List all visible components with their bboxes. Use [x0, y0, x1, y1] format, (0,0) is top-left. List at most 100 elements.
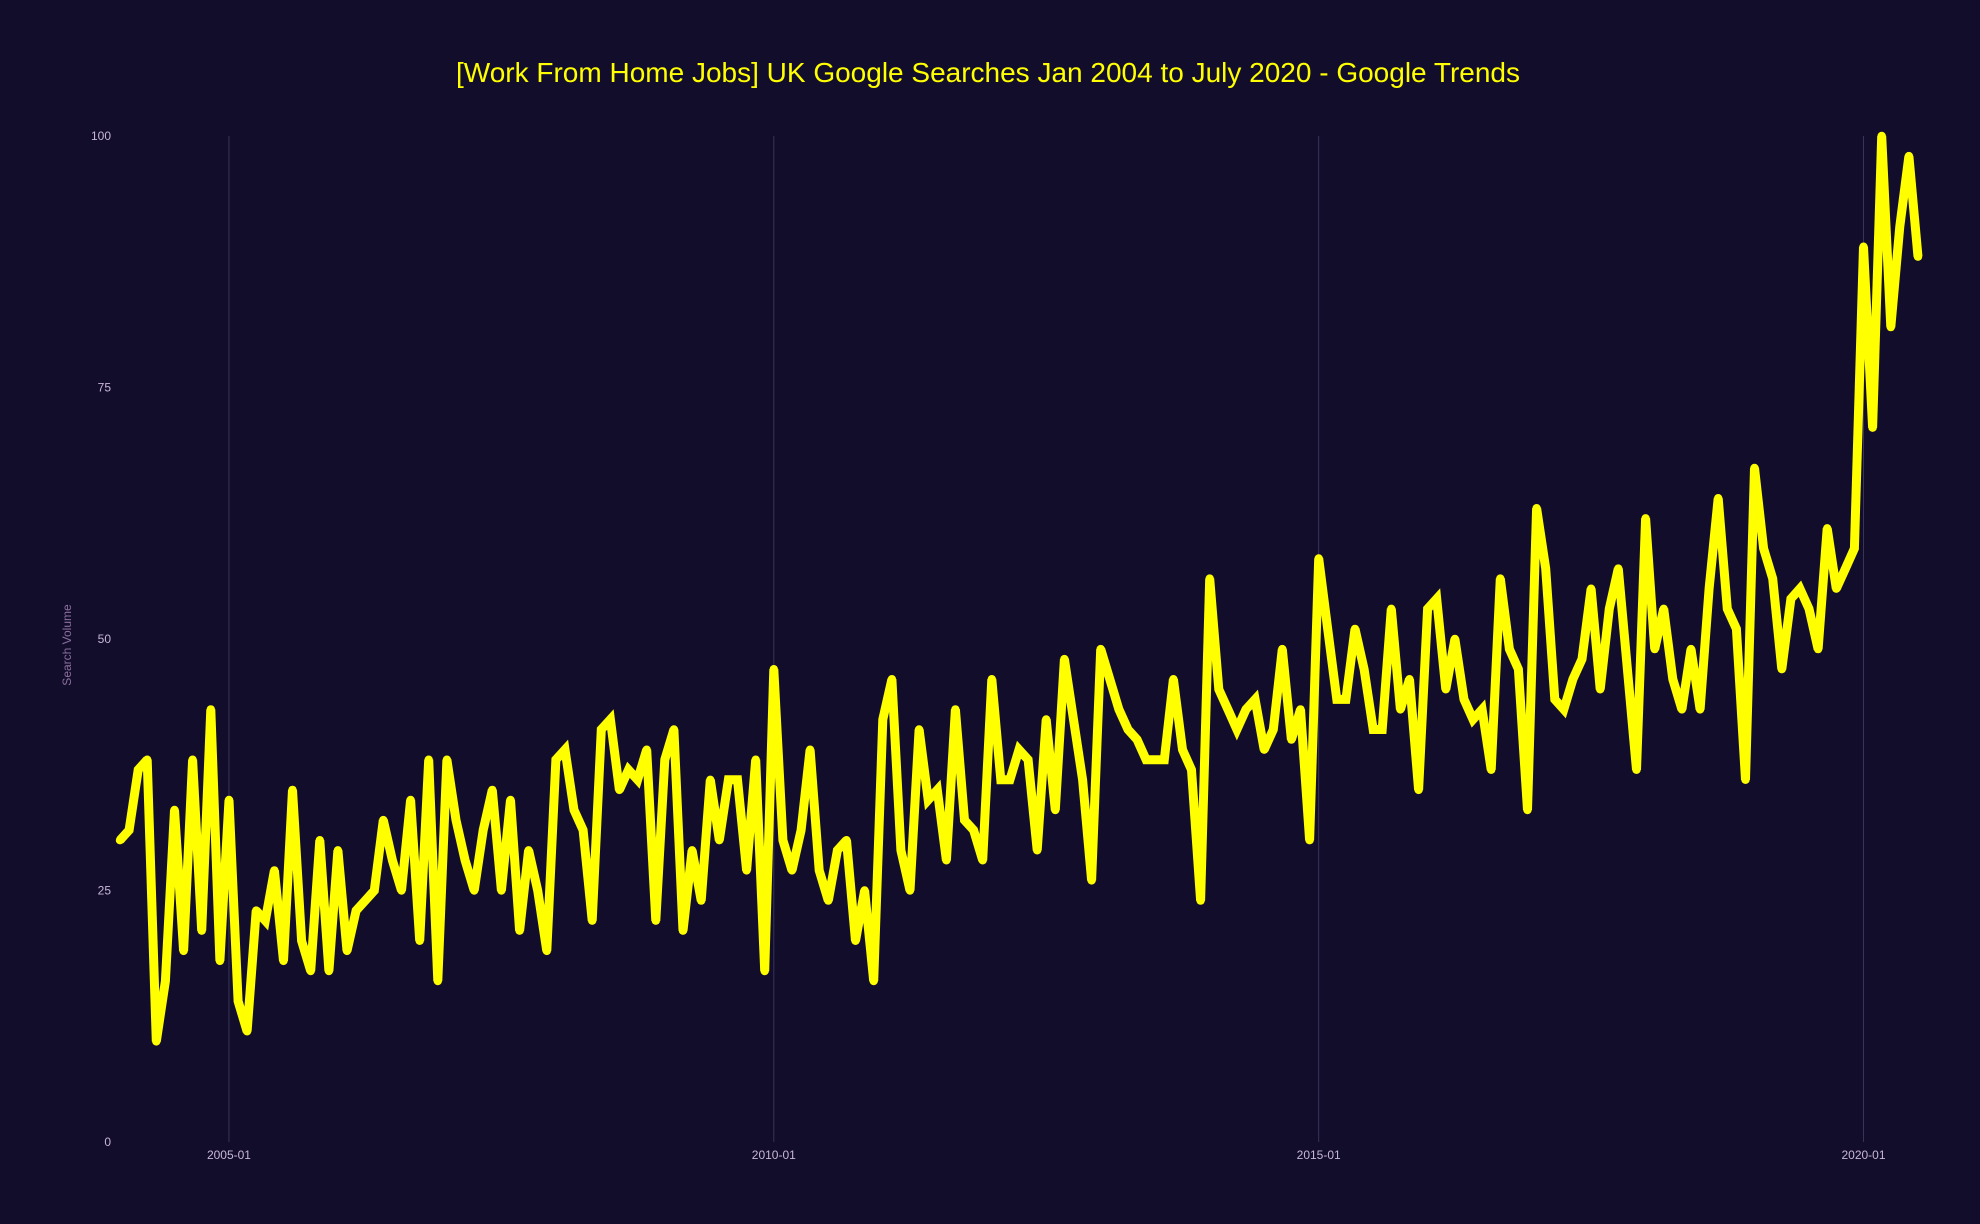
data-point	[1423, 604, 1432, 613]
data-point	[1514, 665, 1523, 674]
data-point	[551, 755, 561, 764]
data-point	[333, 846, 343, 855]
data-point	[796, 825, 806, 835]
data-point	[1214, 685, 1224, 694]
data-point	[515, 926, 524, 935]
data-point	[669, 725, 679, 734]
data-point	[1850, 544, 1859, 553]
data-point	[1795, 584, 1805, 593]
data-point	[1686, 644, 1696, 654]
data-point	[315, 836, 324, 845]
data-point	[179, 946, 188, 956]
data-point	[1586, 584, 1596, 593]
data-point	[1786, 594, 1796, 603]
data-point	[324, 966, 334, 976]
data-point	[279, 956, 288, 966]
data-point	[1496, 574, 1505, 583]
data-point	[1832, 584, 1841, 593]
data-point	[415, 936, 424, 945]
y-tick-label: 50	[98, 632, 112, 646]
data-point	[624, 765, 633, 774]
data-point	[733, 775, 742, 784]
data-point	[460, 856, 470, 865]
data-point	[351, 906, 361, 915]
data-point	[206, 705, 215, 714]
data-point	[379, 815, 388, 825]
data-point	[1459, 695, 1469, 704]
data-point	[424, 755, 433, 764]
data-point	[905, 886, 915, 895]
data-point	[1087, 876, 1096, 885]
data-point	[1023, 755, 1033, 764]
data-point	[1042, 715, 1051, 724]
data-point	[1014, 745, 1024, 754]
data-point	[451, 815, 461, 825]
data-point	[978, 856, 987, 865]
data-point	[578, 825, 588, 835]
data-point	[751, 755, 760, 764]
data-point	[1695, 705, 1705, 714]
data-point	[588, 916, 597, 925]
data-point	[1895, 222, 1905, 231]
data-point	[1541, 564, 1550, 573]
data-point	[1414, 785, 1423, 795]
data-point	[1123, 725, 1133, 734]
data-point	[1468, 715, 1478, 724]
data-point	[270, 866, 279, 875]
data-point	[805, 745, 815, 754]
data-point	[242, 1027, 252, 1036]
data-point	[606, 715, 615, 724]
data-point	[233, 997, 243, 1006]
data-point	[1823, 524, 1832, 533]
data-point	[342, 946, 352, 956]
data-point	[1387, 604, 1396, 613]
data-point	[815, 866, 824, 875]
data-point	[1450, 634, 1460, 644]
data-point	[497, 886, 506, 895]
data-point	[1868, 423, 1877, 432]
data-point	[124, 825, 134, 835]
data-point	[1605, 604, 1614, 613]
data-point	[1178, 745, 1187, 754]
data-point	[1741, 775, 1750, 784]
data-point	[1650, 644, 1659, 654]
data-point	[433, 976, 442, 986]
data-point	[697, 896, 706, 905]
data-point	[542, 946, 551, 956]
data-point	[161, 976, 170, 986]
data-point	[660, 755, 669, 764]
data-point	[1196, 896, 1205, 905]
data-point	[724, 775, 733, 784]
data-point	[1396, 705, 1405, 714]
data-point	[1632, 765, 1641, 774]
data-point	[833, 846, 842, 855]
data-point	[1623, 665, 1632, 674]
data-point	[1378, 725, 1387, 734]
data-point	[642, 745, 651, 754]
data-point	[1877, 131, 1886, 141]
data-point	[1296, 705, 1305, 714]
data-point	[1913, 252, 1923, 261]
data-point	[996, 775, 1005, 784]
data-point	[1141, 755, 1151, 764]
data-point	[896, 846, 906, 855]
data-point	[1596, 685, 1605, 694]
data-point	[1723, 604, 1732, 613]
data-point	[1841, 564, 1850, 573]
data-point	[261, 916, 270, 925]
data-point	[706, 775, 715, 784]
data-point	[1659, 604, 1668, 613]
data-point	[1132, 735, 1142, 744]
data-point	[406, 795, 415, 805]
data-point	[1169, 675, 1178, 684]
x-tick-label: 2015-01	[1297, 1148, 1341, 1162]
data-point	[960, 815, 969, 825]
y-axis-label: Search Volume	[60, 604, 74, 686]
y-tick-label: 25	[98, 884, 112, 898]
data-point	[288, 785, 297, 795]
data-point	[1768, 574, 1777, 583]
data-point	[170, 805, 179, 815]
data-point	[1859, 242, 1868, 251]
